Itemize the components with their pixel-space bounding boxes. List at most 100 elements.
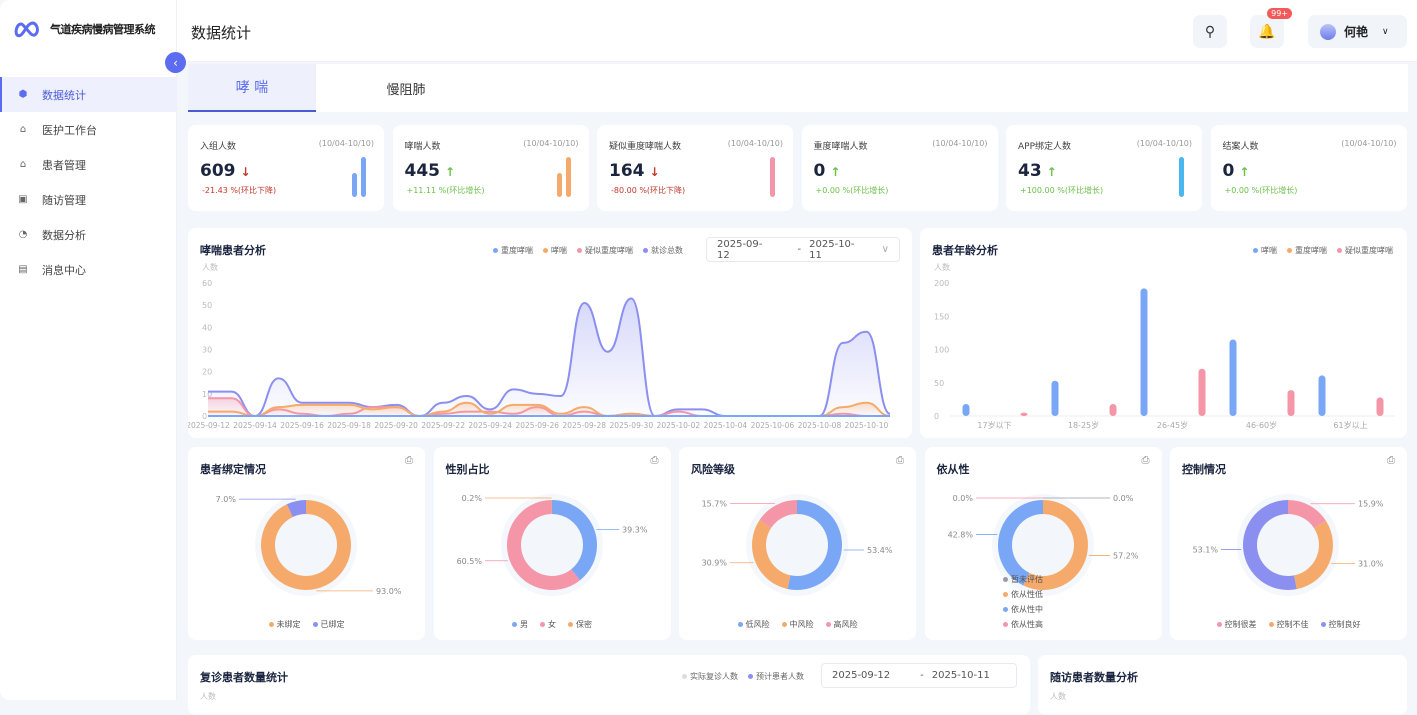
followup-card: 随访患者数量分析 人数 — [1038, 655, 1407, 715]
donut-slice — [752, 520, 791, 589]
legend-item: 低风险 — [737, 619, 770, 630]
x-tick-label: 2025-09-28 — [562, 421, 606, 430]
sidebar-item-label: 患者管理 — [42, 158, 86, 172]
sidebar-item-label: 数据分析 — [42, 228, 86, 242]
bar — [1140, 288, 1148, 416]
legend-item: 控制不佳 — [1268, 619, 1309, 630]
x-tick-label: 18-25岁 — [1068, 420, 1099, 430]
x-tick-label: 2025-09-14 — [233, 421, 277, 430]
start-date: 2025-09-12 — [717, 238, 763, 261]
donut-slice — [759, 500, 797, 528]
stat-value: 164 — [609, 161, 645, 181]
stat-change: +0.00 %(环比增长) — [1224, 186, 1298, 195]
pie-card: 性别占比 ⎙ 39.3% 60.5% 0.2% 男 女 保密 — [433, 447, 671, 640]
asthma-analysis-card: 哮喘患者分析 重度哮喘 哮喘 疑似重度哮喘 就诊总数 2025-09-12-2025-… — [188, 228, 912, 438]
card-title: 患者绑定情况 — [200, 463, 266, 476]
date-range-picker[interactable]: 2025-09-12 -2025-10-11 ∨ — [706, 237, 900, 262]
sidebar-item[interactable]: ▣ 随访管理 — [0, 182, 177, 217]
tab-copd[interactable]: 慢阻肺 — [386, 82, 426, 98]
stat-card: APP绑定人数 (10/04-10/10) 43 ↑ +100.00 %(环比增长… — [1006, 125, 1202, 211]
x-tick-label: 46-60岁 — [1246, 420, 1277, 430]
y-axis-label: 人数 — [1050, 692, 1066, 701]
x-tick-label: 2025-09-12 — [188, 421, 230, 430]
y-tick-label: 150 — [934, 312, 949, 321]
export-icon[interactable]: ⎙ — [1387, 455, 1395, 466]
sidebar-item[interactable]: ⌂ 医护工作台 — [0, 112, 177, 147]
legend-item: 未绑定 — [268, 619, 301, 630]
legend-item: 实际复诊人数 — [682, 671, 738, 682]
pie-card: 患者绑定情况 ⎙ 93.0% 7.0% 未绑定 已绑定 — [188, 447, 425, 640]
donut-slice — [1243, 500, 1297, 590]
donut-slice — [506, 500, 580, 590]
stat-card: 入组人数 (10/04-10/10) 609 ↓ -21.43 %(环比下降) — [188, 125, 384, 211]
header: 数据统计 ⚲ 🔔 99+ 何艳 ∨ — [177, 0, 1417, 62]
card-title: 性别占比 — [445, 463, 490, 476]
y-tick-label: 0 — [202, 412, 207, 421]
export-icon[interactable]: ⎙ — [896, 455, 904, 466]
arrow-down-icon: ↓ — [240, 165, 251, 179]
notification-button[interactable]: 🔔 99+ — [1250, 8, 1292, 48]
user-menu[interactable]: 何艳 ∨ — [1308, 15, 1407, 48]
tab-asthma[interactable]: 哮 喘 — [188, 64, 316, 112]
y-tick-label: 20 — [202, 368, 212, 377]
donut-hole — [766, 514, 828, 576]
x-tick-label: 2025-10-10 — [845, 421, 889, 430]
x-tick-label: 2025-09-30 — [610, 421, 654, 430]
export-icon[interactable]: ⎙ — [650, 455, 659, 466]
collapse-sidebar-button[interactable]: ‹ — [165, 52, 186, 73]
chart-legend: 控制很差 控制不佳 控制良好 — [1170, 619, 1407, 630]
card-title: 哮喘患者分析 — [200, 244, 266, 257]
search-icon: ⚲ — [1204, 23, 1216, 40]
sidebar-item[interactable]: ▤ 消息中心 — [0, 252, 177, 287]
sparkline — [556, 157, 571, 197]
slice-label: 53.4% — [867, 546, 893, 555]
donut-chart: 0.0% 57.2% 42.8% 0.0% — [947, 494, 1139, 596]
x-tick-label: 2025-10-04 — [704, 421, 748, 430]
slice-label: 57.2% — [1113, 552, 1139, 561]
sidebar-item-label: 消息中心 — [42, 263, 86, 277]
legend-item: 哮喘 — [543, 245, 567, 256]
bell-icon: 🔔 — [1258, 23, 1276, 40]
stat-range: (10/04-10/10) — [727, 139, 783, 148]
x-tick-label: 2025-09-20 — [374, 421, 418, 430]
date-range-picker[interactable]: 2025-09-12 -2025-10-11 — [821, 663, 1017, 688]
slice-label: 42.8% — [947, 530, 973, 539]
slice-label: 0.2% — [461, 494, 482, 503]
slice-label: 15.7% — [702, 500, 728, 509]
y-tick-label: 10 — [202, 390, 212, 399]
legend-item: 已绑定 — [312, 619, 345, 630]
legend-item: 疑似重度哮喘 — [1337, 245, 1393, 256]
chart-legend: 未绑定 已绑定 — [188, 619, 425, 630]
briefcase-icon: ⌂ — [19, 124, 27, 135]
donut-slice — [551, 500, 597, 581]
chevron-down-icon: ∨ — [1382, 26, 1389, 37]
sidebar-item[interactable]: ◔ 数据分析 — [0, 217, 177, 252]
legend-item: 暂未评估 — [1003, 574, 1083, 585]
legend-item: 预计患者人数 — [748, 671, 804, 682]
export-icon[interactable]: ⎙ — [405, 455, 413, 466]
card-title: 患者年龄分析 — [932, 244, 998, 257]
slice-label: 15.9% — [1358, 500, 1384, 509]
export-icon[interactable]: ⎙ — [1141, 455, 1150, 466]
stat-range: (10/04-10/10) — [523, 139, 579, 148]
sparkline — [761, 157, 775, 197]
chart-legend: 实际复诊人数 预计患者人数 — [682, 671, 804, 682]
search-button[interactable]: ⚲ — [1193, 15, 1227, 48]
start-date: 2025-09-12 — [832, 670, 891, 681]
stat-range: (10/04-10/10) — [1341, 139, 1397, 148]
donut-chart: 93.0% 7.0% — [216, 494, 402, 596]
x-tick-label: 2025-09-22 — [421, 421, 465, 430]
slice-label: 60.5% — [456, 557, 482, 566]
legend-item: 中风险 — [781, 619, 814, 630]
legend-item: 就诊总数 — [643, 245, 683, 256]
slice-label: 7.0% — [216, 495, 237, 504]
donut-slice — [1022, 500, 1088, 590]
legend-item: 控制良好 — [1320, 619, 1361, 630]
sidebar-item[interactable]: ⬢ 数据统计 — [0, 77, 177, 112]
arrow-down-icon: ↓ — [649, 165, 660, 179]
spark-bar — [1179, 157, 1184, 197]
donut-slice — [261, 500, 351, 590]
arrow-up-icon: ↑ — [830, 165, 841, 179]
sidebar-item[interactable]: ⌂ 患者管理 — [0, 147, 177, 182]
donut-hole — [275, 514, 337, 576]
